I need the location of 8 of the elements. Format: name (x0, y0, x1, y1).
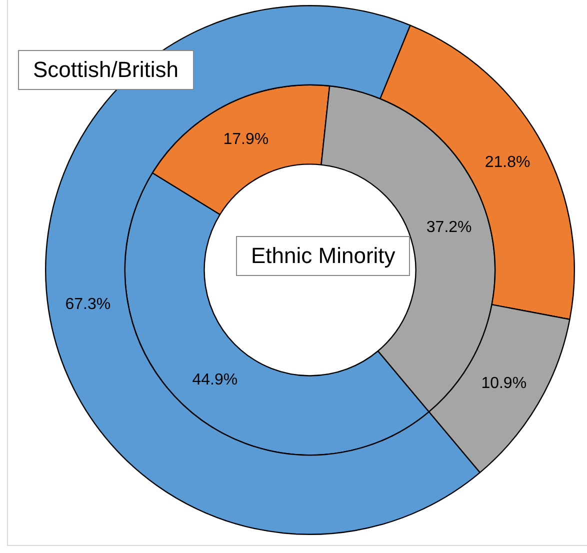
data-label: 10.9% (481, 375, 527, 392)
data-label: 21.8% (484, 154, 530, 172)
data-label: 44.9% (192, 371, 238, 388)
data-label: 37.2% (426, 218, 472, 236)
data-label: 17.9% (223, 130, 269, 148)
slice-label: Ethnic Minority (236, 236, 410, 276)
data-label: 67.3% (65, 296, 111, 314)
slice-label: Scottish/British (18, 50, 194, 90)
